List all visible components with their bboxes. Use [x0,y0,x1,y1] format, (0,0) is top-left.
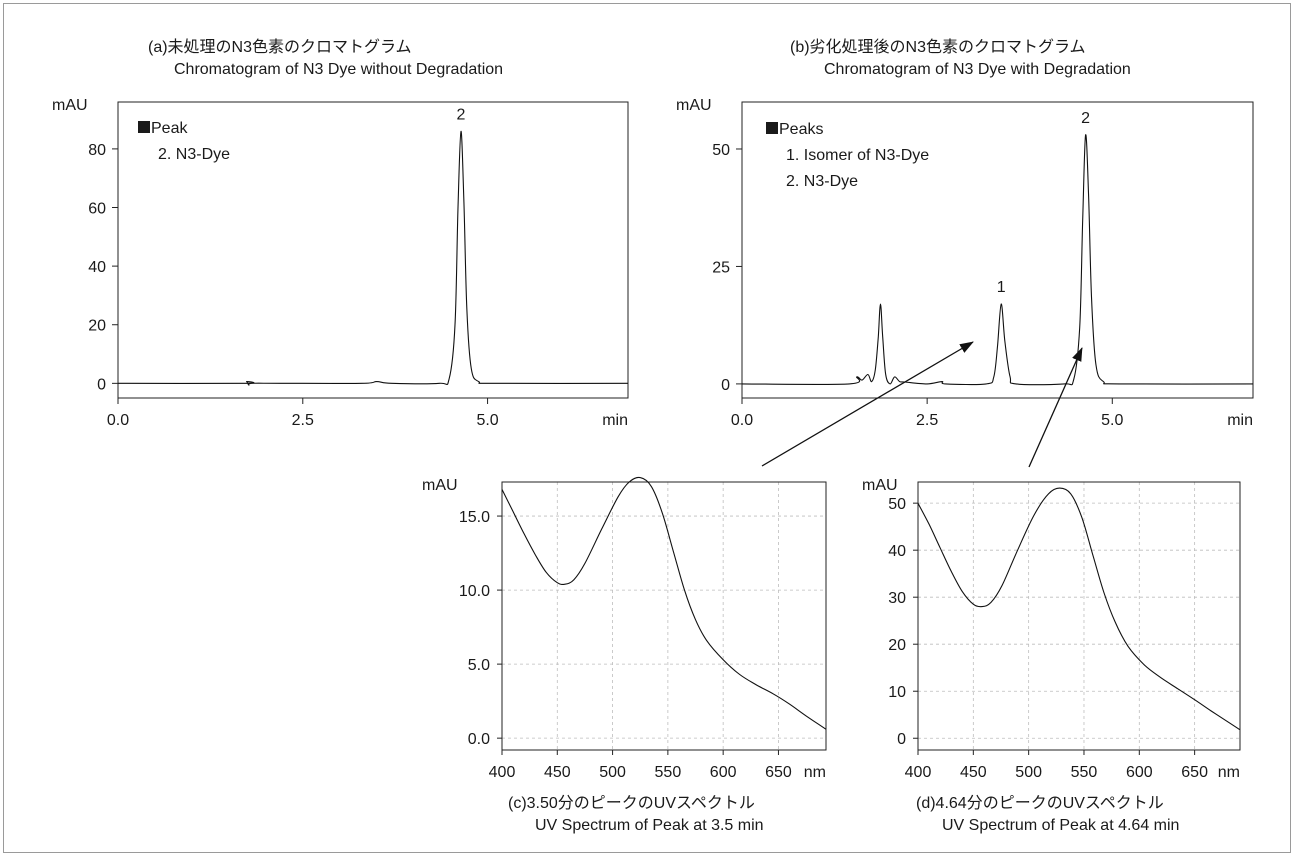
y-tick-label: 25 [712,259,730,276]
figure-frame [3,3,1291,853]
x-tick-label: 400 [905,764,932,781]
x-tick-label: 450 [960,764,987,781]
legend-title: Peaks [779,121,823,138]
x-axis-unit: nm [1218,764,1240,781]
x-tick-label: 650 [1181,764,1208,781]
y-tick-label: 0 [97,376,106,393]
y-tick-label: 40 [888,543,906,560]
y-tick-label: 40 [88,259,106,276]
legend-square-icon [766,122,778,134]
chart-b: 0.0 2.5 5.0 min 0 25 50 mAU 1 2 Peaks 1. Isomer of … [676,97,1254,429]
plot-frame-d [917,481,1241,751]
y-tick-label: 10.0 [459,583,490,600]
y-tick-label: 5.0 [468,657,490,674]
y-axis-unit: mAU [862,477,898,494]
x-tick-label: 2.5 [916,412,938,429]
series-line-b [741,134,1254,386]
x-axis-unit: min [1227,412,1253,429]
plot-frame-b [741,101,1254,399]
y-tick-label: 15.0 [459,509,490,526]
legend-entry: 1. Isomer of N3-Dye [786,147,929,164]
legend-square-icon [138,121,150,133]
caption-a: (a)未処理のN3色素のクロマトグラム Chromatogram of N3 D… [148,37,503,81]
caption-d: (d)4.64分のピークのUVスペクトル UV Spectrum of Peak… [916,793,1179,837]
caption-c-en: UV Spectrum of Peak at 3.5 min [535,817,764,834]
y-tick-label: 50 [888,496,906,513]
arrow-to-peak-1 [761,341,974,467]
legend-entry: 2. N3-Dye [158,146,230,163]
x-tick-label: 500 [1015,764,1042,781]
x-tick-label: 600 [1126,764,1153,781]
y-axis-unit: mAU [676,97,712,114]
y-tick-label: 30 [888,590,906,607]
y-tick-label: 20 [888,637,906,654]
y-axis-unit: mAU [422,477,458,494]
y-tick-label: 10 [888,684,906,701]
caption-b-jp: (b)劣化処理後のN3色素のクロマトグラム [790,39,1086,56]
arrow-to-peak-2 [1028,347,1083,468]
legend-title: Peak [151,120,188,137]
x-tick-label: 5.0 [476,412,498,429]
x-tick-label: 0.0 [107,412,129,429]
y-axis-unit: mAU [52,97,88,114]
y-tick-label: 0 [721,377,730,394]
caption-c-jp: (c)3.50分のピークのUVスペクトル [508,795,755,812]
caption-a-jp: (a)未処理のN3色素のクロマトグラム [148,39,412,56]
caption-a-en: Chromatogram of N3 Dye without Degradati… [174,61,504,78]
caption-c: (c)3.50分のピークのUVスペクトル UV Spectrum of Peak… [508,793,764,837]
x-axis-unit: nm [804,764,826,781]
y-tick-label: 60 [88,201,106,218]
legend-a: Peak 2. N3-Dye [138,120,230,163]
y-tick-label: 0.0 [468,731,490,748]
plot-frame-a [117,101,629,399]
y-tick-label: 80 [88,142,106,159]
peak-label-1: 1 [997,279,1006,296]
caption-b: (b)劣化処理後のN3色素のクロマトグラム Chromatogram of N3… [790,37,1131,81]
plot-frame-c [501,481,827,751]
series-line-d [917,487,1241,731]
x-tick-label: 2.5 [292,412,314,429]
x-tick-label: 0.0 [731,412,753,429]
series-line-c [501,476,827,730]
caption-b-en: Chromatogram of N3 Dye with Degradation [824,61,1131,78]
series-line-a [117,130,629,386]
caption-d-jp: (d)4.64分のピークのUVスペクトル [916,795,1164,812]
chart-a: 0.0 2.5 5.0 min 0 20 40 60 80 mAU 2 Peak 2. N3-Dye [52,97,629,429]
legend-b: Peaks 1. Isomer of N3-Dye 2. N3-Dye [766,121,929,190]
x-tick-label: 500 [599,764,626,781]
x-axis-unit: min [602,412,628,429]
x-tick-label: 5.0 [1101,412,1123,429]
legend-entry: 2. N3-Dye [786,173,858,190]
caption-d-en: UV Spectrum of Peak at 4.64 min [942,817,1180,834]
y-tick-label: 0 [897,731,906,748]
peak-label-2: 2 [1081,110,1090,127]
x-tick-label: 600 [710,764,737,781]
y-tick-label: 50 [712,142,730,159]
x-tick-label: 650 [765,764,792,781]
x-tick-label: 550 [655,764,682,781]
x-tick-label: 450 [544,764,571,781]
peak-label-2: 2 [457,106,466,123]
x-tick-label: 550 [1071,764,1098,781]
y-tick-label: 20 [88,318,106,335]
chart-d: 400 450 500 550 600 650 nm 0 10 20 30 40 50 mAU [862,477,1241,781]
x-tick-label: 400 [489,764,516,781]
